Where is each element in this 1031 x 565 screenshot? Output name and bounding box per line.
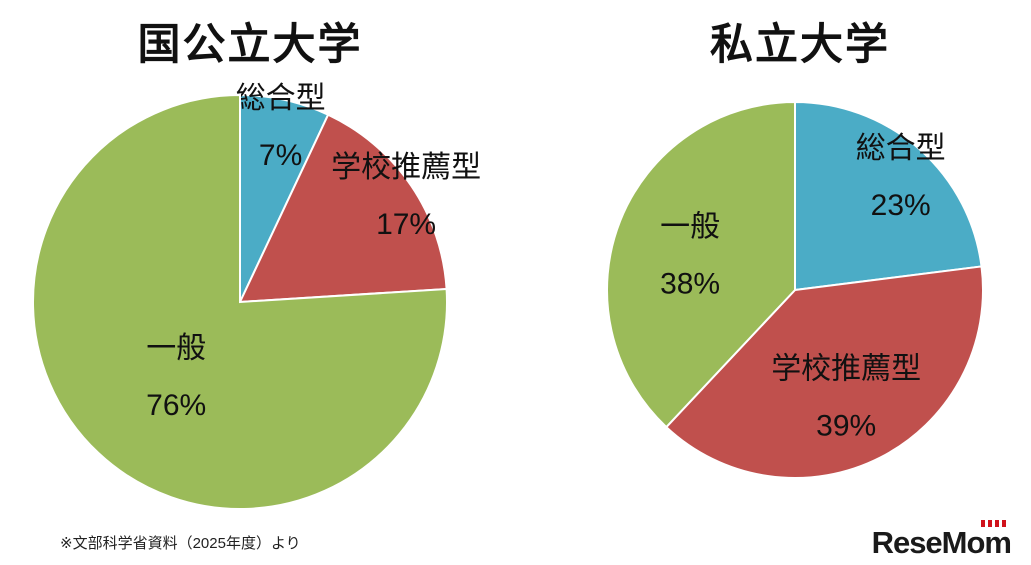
slice-percent: 76%	[146, 389, 206, 422]
slice-percent: 38%	[660, 268, 720, 301]
slice-label: 学校推薦型	[771, 353, 921, 386]
pie-slice	[794, 100, 983, 292]
chart-title-private: 私立大学	[710, 21, 890, 69]
slice-percent: 39%	[816, 410, 876, 443]
pie-chart-national-public: 総合型 7% 学校推薦型 17% 一般 76%	[32, 82, 481, 510]
slice-percent: 17%	[376, 208, 436, 241]
pie-chart-private: 総合型 23% 学校推薦型 39% 一般 38%	[606, 100, 984, 479]
slice-label: 総合型	[856, 132, 946, 165]
logo-accent-mark	[981, 520, 1007, 527]
pie-slice	[606, 100, 796, 429]
logo-text: ReseMom	[871, 525, 1012, 560]
pie-slice	[664, 265, 984, 479]
pie-slice	[238, 113, 448, 304]
slice-label: 学校推薦型	[331, 151, 481, 184]
slice-label: 一般	[660, 211, 720, 244]
chart-title-national-public: 国公立大学	[137, 21, 363, 69]
pie-slice	[32, 93, 448, 510]
slice-percent: 23%	[871, 189, 931, 222]
slice-percent: 7%	[259, 139, 302, 172]
slice-label: 一般	[146, 332, 206, 365]
resemom-logo: ReseMom	[871, 520, 1012, 560]
slice-label: 総合型	[236, 82, 326, 115]
source-note: ※文部科学省資料（2025年度）より	[60, 535, 301, 552]
